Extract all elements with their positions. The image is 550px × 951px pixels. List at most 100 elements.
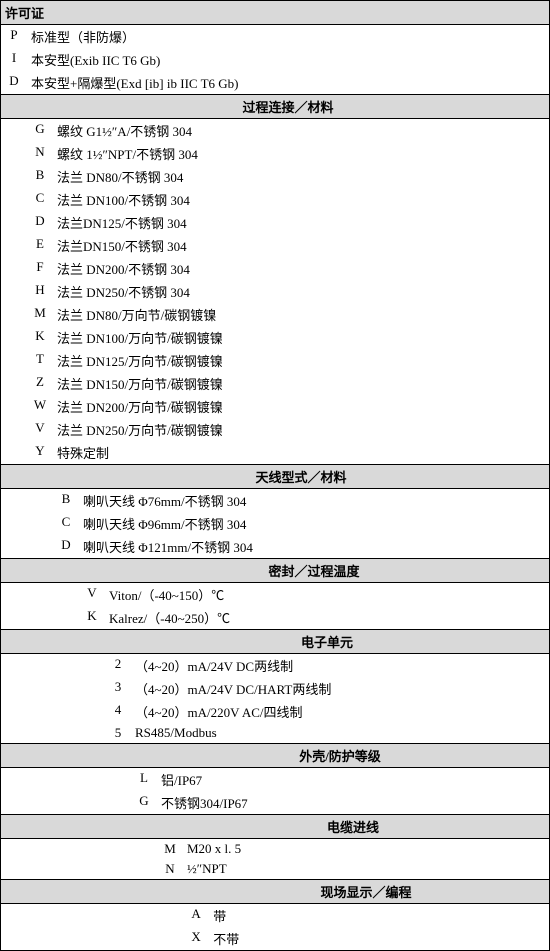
indent-cell: [27, 904, 53, 928]
indent-cell: [1, 677, 28, 700]
spec-row: MM20 x l. 5: [1, 839, 550, 860]
option-desc: 不带: [209, 927, 549, 951]
section-header: 许可证: [1, 1, 550, 25]
option-desc: M20 x l. 5: [183, 839, 550, 860]
option-desc: 法兰 DN250/万向节/碳钢镀镍: [53, 418, 550, 441]
option-desc: 螺纹 G1½″A/不锈钢 304: [53, 119, 550, 143]
indent-cell: [157, 927, 183, 951]
option-desc: 法兰 DN200/不锈钢 304: [53, 257, 550, 280]
indent-cell: [79, 904, 105, 928]
indent-cell: [105, 880, 131, 904]
option-desc: 法兰 DN100/万向节/碳钢镀镍: [53, 326, 550, 349]
option-code: 5: [105, 723, 131, 744]
option-code: D: [27, 211, 53, 234]
indent-cell: [53, 583, 79, 607]
indent-cell: [53, 654, 79, 678]
section-title: 天线型式／材料: [53, 465, 550, 489]
option-desc: 法兰DN125/不锈钢 304: [53, 211, 550, 234]
option-desc: 法兰 DN100/不锈钢 304: [53, 188, 550, 211]
section-header: 天线型式／材料: [1, 465, 550, 489]
option-desc: 喇叭天线 Φ121mm/不锈钢 304: [79, 535, 550, 559]
indent-cell: [27, 927, 53, 951]
option-desc: 标准型（非防爆）: [27, 25, 550, 49]
indent-cell: [53, 927, 79, 951]
option-code: F: [27, 257, 53, 280]
option-desc: 法兰 DN250/不锈钢 304: [53, 280, 550, 303]
spec-row: B法兰 DN80/不锈钢 304: [1, 165, 550, 188]
indent-cell: [157, 904, 183, 928]
indent-cell: [79, 791, 105, 815]
indent-cell: [53, 723, 79, 744]
option-code: N: [27, 142, 53, 165]
spec-row: N螺纹 1½″NPT/不锈钢 304: [1, 142, 550, 165]
option-desc: 法兰 DN80/万向节/碳钢镀镍: [53, 303, 550, 326]
indent-cell: [79, 744, 105, 768]
option-code: B: [53, 489, 79, 513]
spec-row: G不锈钢304/IP67: [1, 791, 550, 815]
indent-cell: [1, 606, 28, 630]
indent-cell: [79, 723, 105, 744]
option-desc: 本安型+隔爆型(Exd [ib] ib IIC T6 Gb): [27, 71, 550, 95]
spec-row: B喇叭天线 Φ76mm/不锈钢 304: [1, 489, 550, 513]
indent-cell: [1, 559, 28, 583]
indent-cell: [1, 303, 28, 326]
indent-cell: [1, 395, 28, 418]
indent-cell: [53, 768, 79, 792]
section-title: 许可证: [1, 1, 550, 25]
indent-cell: [27, 744, 53, 768]
indent-cell: [53, 791, 79, 815]
option-code: N: [157, 859, 183, 880]
spec-row: C喇叭天线 Φ96mm/不锈钢 304: [1, 512, 550, 535]
option-code: V: [79, 583, 105, 607]
indent-cell: [1, 349, 28, 372]
indent-cell: [131, 904, 157, 928]
indent-cell: [27, 791, 53, 815]
option-code: Y: [27, 441, 53, 465]
option-desc: ½″NPT: [183, 859, 550, 880]
option-code: C: [27, 188, 53, 211]
option-code: X: [183, 927, 209, 951]
option-code: 4: [105, 700, 131, 723]
indent-cell: [131, 927, 157, 951]
spec-row: N½″NPT: [1, 859, 550, 880]
indent-cell: [53, 904, 79, 928]
spec-table: 许可证P标准型（非防爆）I本安型(Exib IIC T6 Gb) D 本安型+隔爆型…: [0, 0, 550, 951]
spec-row: H法兰 DN250/不锈钢 304: [1, 280, 550, 303]
option-desc: 法兰 DN200/万向节/碳钢镀镍: [53, 395, 550, 418]
indent-cell: [1, 512, 28, 535]
indent-cell: [1, 535, 28, 559]
indent-cell: [27, 859, 53, 880]
indent-cell: [105, 744, 131, 768]
option-code: K: [79, 606, 105, 630]
indent-cell: [27, 559, 53, 583]
section-title: 密封／过程温度: [79, 559, 550, 583]
indent-cell: [27, 512, 53, 535]
indent-cell: [1, 768, 28, 792]
indent-cell: [105, 791, 131, 815]
spec-row: E法兰DN150/不锈钢 304: [1, 234, 550, 257]
indent-cell: [1, 859, 28, 880]
indent-cell: [79, 859, 105, 880]
option-desc: 法兰 DN80/不锈钢 304: [53, 165, 550, 188]
indent-cell: [53, 606, 79, 630]
indent-cell: [53, 677, 79, 700]
option-desc: （4~20）mA/24V DC两线制: [131, 654, 550, 678]
option-desc: 特殊定制: [53, 441, 550, 465]
option-desc: 本安型(Exib IIC T6 Gb): [27, 48, 550, 71]
option-code: M: [27, 303, 53, 326]
spec-row: VViton/（-40~150）℃: [1, 583, 550, 607]
indent-cell: [27, 723, 53, 744]
option-code: T: [27, 349, 53, 372]
indent-cell: [1, 880, 28, 904]
indent-cell: [1, 211, 28, 234]
option-code: P: [1, 25, 28, 49]
indent-cell: [1, 489, 28, 513]
indent-cell: [1, 904, 28, 928]
indent-cell: [27, 535, 53, 559]
spec-row: X不带: [1, 927, 550, 951]
option-desc: 螺纹 1½″NPT/不锈钢 304: [53, 142, 550, 165]
option-code: I: [1, 48, 28, 71]
section-header: 现场显示／编程: [1, 880, 550, 904]
option-code: G: [131, 791, 157, 815]
option-code: G: [27, 119, 53, 143]
